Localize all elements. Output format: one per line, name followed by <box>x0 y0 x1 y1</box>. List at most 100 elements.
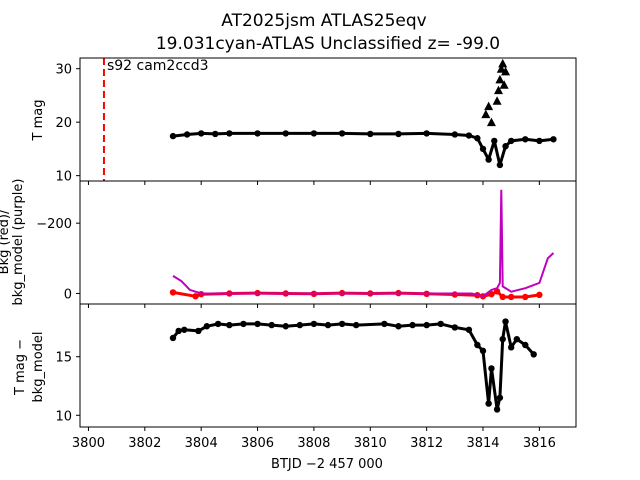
sector-annotation: s92 cam2ccd3 <box>107 58 209 74</box>
plot-area <box>169 318 537 413</box>
ylabel-bottom-line2: bkg_model <box>31 331 46 402</box>
bkg-point <box>493 288 501 295</box>
chart-title-line1: AT2025jsm ATLAS25eqv <box>221 11 426 31</box>
y-tick-label: 10 <box>55 409 72 424</box>
data-point <box>465 326 473 333</box>
data-point <box>507 137 515 145</box>
data-point <box>296 321 304 329</box>
data-point <box>513 335 521 343</box>
data-point <box>522 341 529 349</box>
data-point <box>338 320 346 328</box>
y-tick-label: 10 <box>55 170 72 185</box>
data-point <box>496 394 504 401</box>
bkg-point <box>507 293 515 301</box>
data-point <box>214 320 222 328</box>
data-point <box>409 321 416 329</box>
data-point <box>423 130 430 137</box>
data-point <box>423 321 430 329</box>
x-axis: 3800 3802 3804 3806 3808 3810 3812 3814 3816 <box>72 436 556 451</box>
data-point <box>226 321 233 329</box>
x-tick-label: 3814 <box>466 436 499 451</box>
bkg-point <box>169 289 177 296</box>
y-tick-label: 0 <box>64 287 72 302</box>
y-tick-label: 30 <box>55 63 72 78</box>
panel-middle: 0 −200 <box>36 180 577 308</box>
upper-limit-marker <box>486 117 496 127</box>
data-point <box>338 130 346 137</box>
data-point <box>310 130 318 137</box>
obs-trace <box>171 320 535 411</box>
data-point <box>437 320 444 328</box>
x-tick-label: 3810 <box>354 436 387 451</box>
data-point <box>507 344 515 351</box>
data-point <box>474 341 481 349</box>
data-point <box>268 321 275 329</box>
x-tick-label: 3804 <box>185 436 218 451</box>
data-point <box>240 320 247 328</box>
y-tick-label: 20 <box>55 116 72 131</box>
upper-limit-marker <box>496 64 506 73</box>
upper-limit-marker <box>492 96 502 105</box>
data-point <box>502 318 509 325</box>
data-point <box>254 130 261 137</box>
data-point <box>282 130 289 137</box>
y-tick-label: 15 <box>55 351 72 366</box>
upper-limit-marker <box>484 101 494 111</box>
data-point <box>451 131 459 138</box>
x-axis-label: BTJD −2 457 000 <box>271 457 383 472</box>
upper-limit-marker <box>494 85 503 95</box>
data-point <box>310 320 318 328</box>
data-point <box>197 130 205 137</box>
data-point <box>352 321 360 329</box>
panel-frame <box>79 303 577 428</box>
x-tick-label: 3808 <box>297 436 330 451</box>
y-tick-label: −200 <box>36 217 72 232</box>
data-point <box>522 136 529 143</box>
panel-bottom: 10 15 <box>55 303 577 431</box>
upper-limit-marker <box>499 80 509 89</box>
data-point <box>169 132 177 140</box>
data-point <box>496 161 504 169</box>
data-point <box>181 326 188 333</box>
x-tick-label: 3812 <box>410 436 443 451</box>
ylabel-bottom-line1: T mag − <box>13 339 28 396</box>
upper-limit-marker <box>495 74 505 84</box>
data-point <box>485 156 492 163</box>
data-point <box>195 327 202 335</box>
x-tick-label: 3806 <box>241 436 274 451</box>
bkg-point <box>522 293 529 301</box>
bkg-point <box>536 291 543 299</box>
data-point <box>324 321 332 329</box>
bkg-point <box>488 290 495 298</box>
data-point <box>381 320 388 328</box>
x-tick-label: 3800 <box>72 436 105 451</box>
data-point <box>367 130 374 138</box>
data-point <box>499 335 506 343</box>
data-point <box>485 400 492 407</box>
data-point <box>474 135 481 142</box>
data-point <box>465 132 473 139</box>
data-point <box>183 131 191 138</box>
upper-limit-marker <box>498 58 508 68</box>
data-point <box>282 323 289 330</box>
plot-area <box>102 58 557 181</box>
data-point <box>479 145 487 153</box>
data-point <box>254 320 261 328</box>
plot-area <box>169 189 555 301</box>
data-point <box>226 130 233 137</box>
data-point <box>395 130 402 138</box>
data-point <box>550 136 557 143</box>
data-point <box>169 334 177 342</box>
x-tick-label: 3816 <box>523 436 556 451</box>
data-point <box>479 347 487 355</box>
bkg-model-line <box>172 189 555 298</box>
data-point <box>536 137 543 145</box>
data-point <box>491 137 498 145</box>
upper-limit-marker <box>481 109 491 119</box>
bkg-point <box>499 293 506 301</box>
bkg-point <box>451 291 459 298</box>
data-point <box>395 323 402 330</box>
data-point <box>212 130 219 138</box>
data-point <box>203 323 211 330</box>
